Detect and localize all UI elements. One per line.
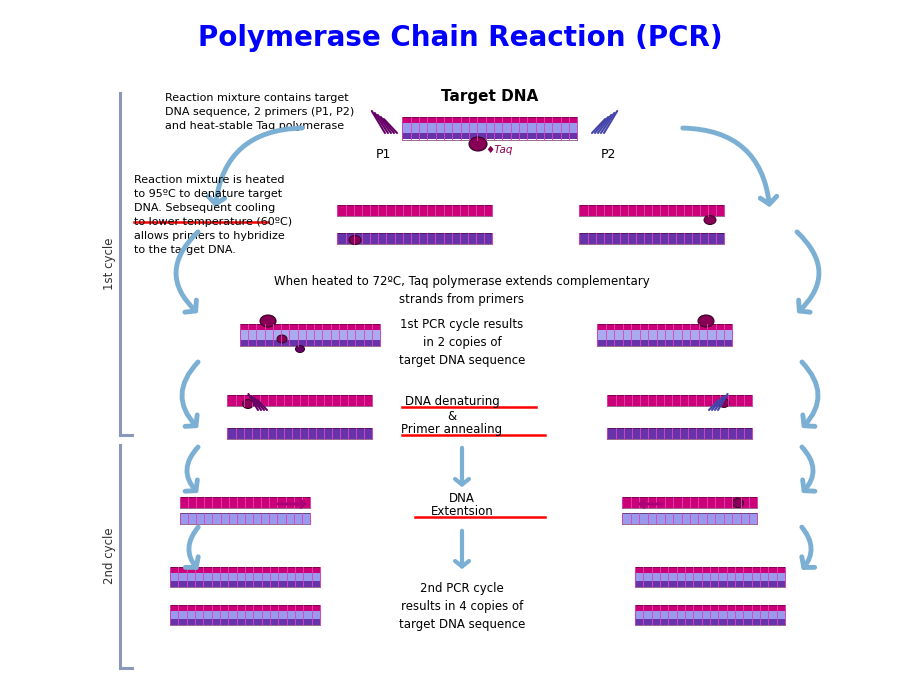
Bar	[337, 205, 492, 216]
Bar	[622, 518, 756, 524]
Text: Target DNA: Target DNA	[441, 90, 538, 104]
Text: Reaction mixture contains target
DNA sequence, 2 primers (P1, P2)
and heat-stabl: Reaction mixture contains target DNA seq…	[165, 93, 354, 131]
Bar	[337, 233, 492, 237]
Text: P1: P1	[375, 148, 391, 161]
Text: Reaction mixture is heated
to 95ºC to denature target
DNA. Sebsequent cooling
to: Reaction mixture is heated to 95ºC to de…	[134, 175, 292, 255]
Text: ♦Taq: ♦Taq	[484, 145, 512, 155]
Bar	[170, 620, 320, 625]
Ellipse shape	[260, 315, 276, 327]
Bar	[180, 513, 310, 518]
Text: 2nd PCR cycle
results in 4 copies of
target DNA sequence: 2nd PCR cycle results in 4 copies of tar…	[398, 582, 525, 631]
Bar	[227, 395, 372, 406]
Text: &: &	[447, 410, 456, 423]
Text: 1st cycle: 1st cycle	[103, 238, 117, 290]
Ellipse shape	[469, 137, 486, 151]
Bar	[170, 605, 320, 611]
Text: DNA denaturing: DNA denaturing	[404, 395, 499, 408]
Bar	[634, 611, 784, 620]
Text: Extentsion: Extentsion	[430, 505, 493, 518]
Bar	[337, 209, 492, 216]
Bar	[403, 117, 577, 139]
Bar	[634, 567, 784, 587]
Bar	[634, 582, 784, 587]
Text: P2: P2	[600, 148, 615, 161]
Bar	[180, 497, 310, 502]
Bar	[240, 340, 380, 346]
Bar	[622, 497, 756, 508]
Text: 1st PCR cycle results
in 2 copies of
target DNA sequence: 1st PCR cycle results in 2 copies of tar…	[398, 318, 525, 367]
Bar	[634, 567, 784, 573]
Bar	[622, 502, 756, 508]
Bar	[607, 395, 752, 400]
Bar	[337, 233, 492, 244]
Bar	[622, 513, 756, 524]
Bar	[180, 502, 310, 508]
Bar	[240, 324, 380, 330]
Ellipse shape	[243, 400, 254, 408]
Bar	[180, 497, 310, 508]
Bar	[170, 573, 320, 582]
Bar	[596, 330, 732, 340]
Bar	[170, 567, 320, 573]
Bar	[596, 324, 732, 346]
Bar	[607, 428, 752, 439]
Bar	[607, 428, 752, 433]
Bar	[634, 573, 784, 582]
Bar	[403, 123, 577, 133]
Bar	[622, 497, 756, 502]
Bar	[622, 513, 756, 518]
Bar	[180, 513, 310, 524]
Bar	[337, 205, 492, 209]
Bar	[227, 395, 372, 400]
Text: Primer annealing: Primer annealing	[401, 423, 502, 436]
Ellipse shape	[698, 315, 713, 327]
Bar	[403, 117, 577, 123]
Ellipse shape	[719, 399, 728, 408]
Bar	[579, 205, 724, 216]
Bar	[227, 433, 372, 439]
Bar	[579, 233, 724, 244]
Bar	[403, 133, 577, 139]
Ellipse shape	[295, 346, 304, 353]
Bar	[607, 433, 752, 439]
Bar	[227, 428, 372, 433]
Bar	[607, 400, 752, 406]
Bar	[579, 209, 724, 216]
Bar	[180, 518, 310, 524]
Bar	[607, 395, 752, 406]
Text: When heated to 72ºC, Taq polymerase extends complementary
strands from primers: When heated to 72ºC, Taq polymerase exte…	[274, 275, 649, 306]
Ellipse shape	[348, 235, 360, 244]
Text: 2nd cycle: 2nd cycle	[103, 528, 117, 584]
Ellipse shape	[277, 335, 287, 343]
Ellipse shape	[703, 215, 715, 224]
Bar	[579, 205, 724, 209]
Bar	[596, 324, 732, 330]
Bar	[240, 324, 380, 346]
Bar	[227, 400, 372, 406]
Text: DNA: DNA	[448, 492, 474, 505]
Bar	[170, 582, 320, 587]
Text: Polymerase Chain Reaction (PCR): Polymerase Chain Reaction (PCR)	[198, 24, 721, 52]
Bar	[170, 611, 320, 620]
Ellipse shape	[732, 498, 743, 508]
Bar	[579, 233, 724, 237]
Bar	[337, 237, 492, 244]
Bar	[596, 340, 732, 346]
Bar	[227, 428, 372, 439]
Bar	[240, 330, 380, 340]
Bar	[579, 237, 724, 244]
Bar	[634, 620, 784, 625]
Bar	[634, 605, 784, 611]
Bar	[170, 605, 320, 625]
Bar	[170, 567, 320, 587]
Bar	[634, 605, 784, 625]
